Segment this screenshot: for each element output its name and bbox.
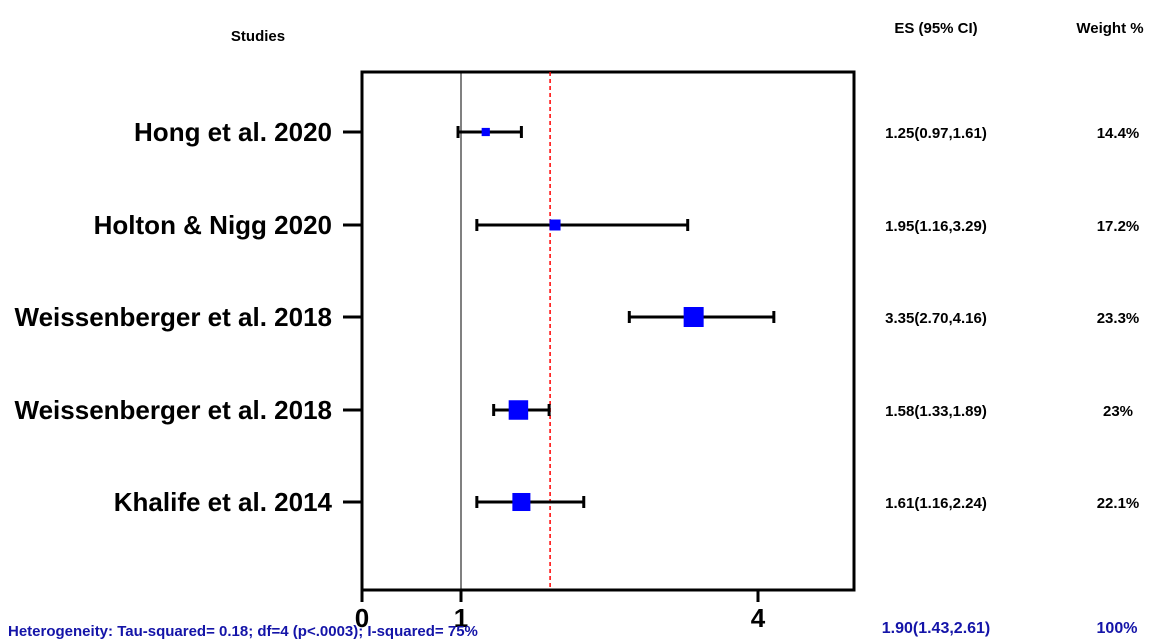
effect-marker xyxy=(512,492,531,512)
es-header: ES (95% CI) xyxy=(894,20,977,37)
es-ci-label: 3.35(2.70,4.16) xyxy=(885,310,987,327)
effect-marker xyxy=(683,307,704,327)
study-row: Weissenberger et al. 2018 3.35(2.70,4.16)… xyxy=(15,302,1140,332)
es-ci-label: 1.58(1.33,1.89) xyxy=(885,403,987,420)
summary-weight-label: 100% xyxy=(1097,620,1138,637)
weight-label: 22.1% xyxy=(1097,495,1140,512)
heterogeneity-text: Heterogeneity: Tau-squared= 0.18; df=4 (… xyxy=(8,623,478,640)
effect-marker xyxy=(549,219,561,231)
effect-marker xyxy=(481,127,490,137)
study-label: Khalife et al. 2014 xyxy=(114,487,333,517)
weight-label: 23% xyxy=(1103,403,1133,420)
study-row: Hong et al. 2020 1.25(0.97,1.61) 14.4% xyxy=(134,117,1139,147)
es-ci-label: 1.95(1.16,3.29) xyxy=(885,218,987,235)
x-tick-label: 0 xyxy=(355,603,369,633)
study-row: Khalife et al. 2014 1.61(1.16,2.24) 22.1% xyxy=(114,487,1140,517)
study-label: Weissenberger et al. 2018 xyxy=(15,302,332,332)
effect-marker xyxy=(508,400,529,420)
study-row: Holton & Nigg 2020 1.95(1.16,3.29) 17.2% xyxy=(94,210,1140,240)
weight-header: Weight % xyxy=(1076,20,1143,37)
x-tick-label: 1 xyxy=(454,603,468,633)
studies-header: Studies xyxy=(231,28,285,45)
study-label: Weissenberger et al. 2018 xyxy=(15,395,332,425)
weight-label: 23.3% xyxy=(1097,310,1140,327)
weight-label: 14.4% xyxy=(1097,125,1140,142)
study-label: Hong et al. 2020 xyxy=(134,117,332,147)
es-ci-label: 1.61(1.16,2.24) xyxy=(885,495,987,512)
study-label: Holton & Nigg 2020 xyxy=(94,210,332,240)
x-tick-label: 4 xyxy=(751,603,766,633)
summary-ci-label: 1.90(1.43,2.61) xyxy=(882,620,991,637)
es-ci-label: 1.25(0.97,1.61) xyxy=(885,125,987,142)
plot-frame xyxy=(360,70,856,592)
weight-label: 17.2% xyxy=(1097,218,1140,235)
study-row: Weissenberger et al. 2018 1.58(1.33,1.89)… xyxy=(15,395,1134,425)
